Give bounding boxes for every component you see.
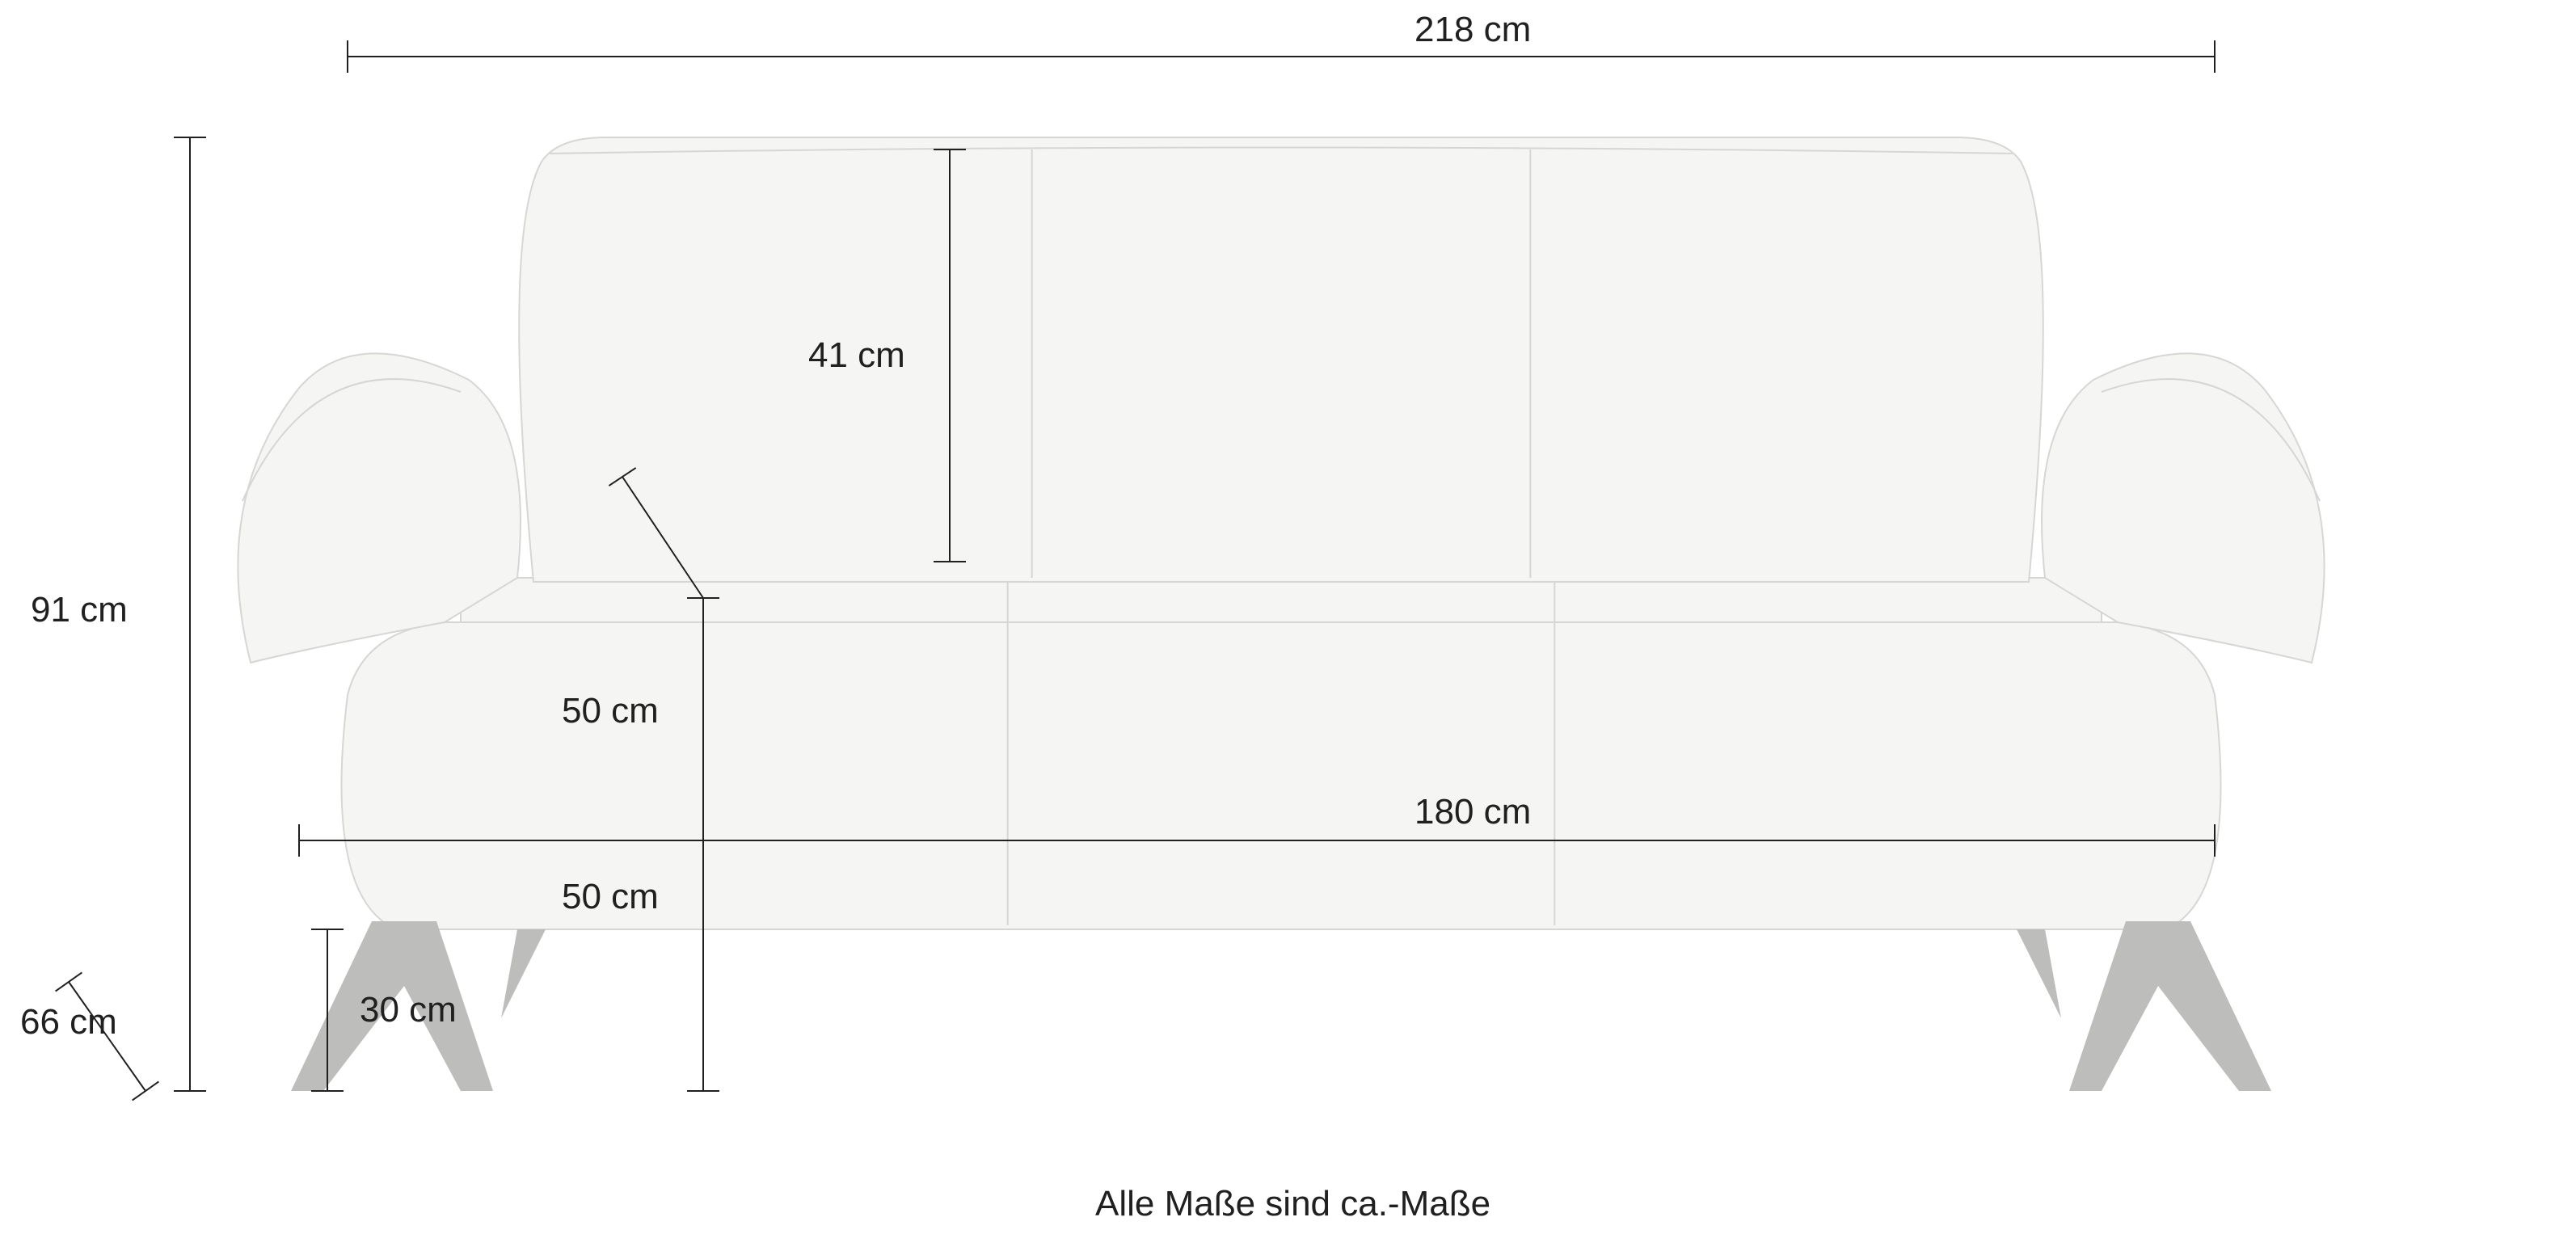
footer-note: Alle Maße sind ca.-Maße	[1095, 1184, 1490, 1224]
dim-label-height-full: 91 cm	[31, 590, 128, 630]
diagram-stage: 218 cm 91 cm 66 cm 30 cm 50 cm 50 cm 180…	[0, 0, 2576, 1234]
dim-label-seat-depth: 50 cm	[562, 691, 659, 731]
dimension-lines	[0, 0, 2576, 1234]
dim-label-top-width: 218 cm	[1414, 10, 1531, 50]
dim-label-depth: 66 cm	[20, 1002, 117, 1042]
dim-label-back-height: 41 cm	[808, 335, 905, 376]
dim-label-leg-height: 30 cm	[360, 990, 457, 1030]
dim-label-seat-height: 50 cm	[562, 877, 659, 917]
dim-label-seat-width: 180 cm	[1414, 792, 1531, 832]
